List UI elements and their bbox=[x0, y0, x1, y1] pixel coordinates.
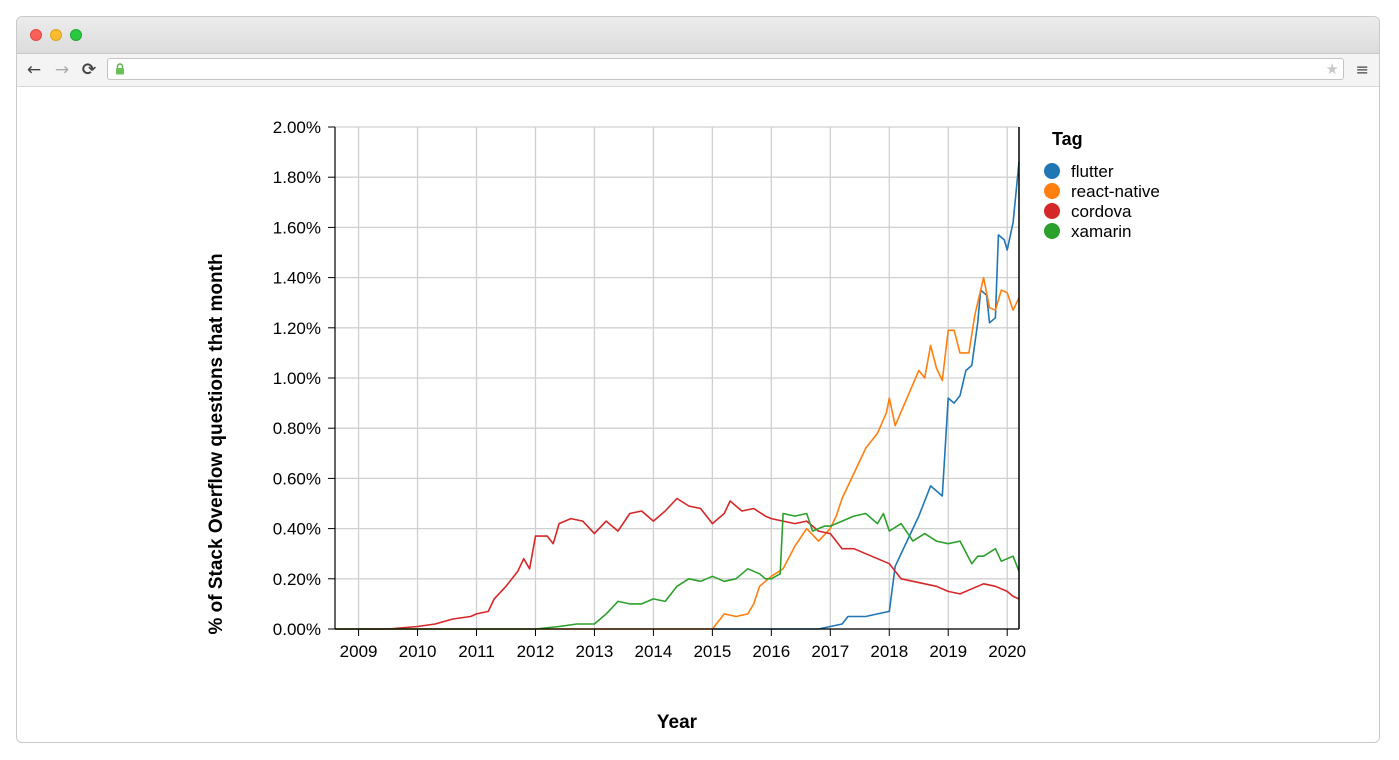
chart-axes: 2009 2010 2011 2012 2013 2014 2015 2016 2017 2018… bbox=[273, 118, 1026, 661]
chart-series bbox=[335, 162, 1020, 630]
x-tick-label: 2009 bbox=[340, 642, 378, 661]
x-tick-label: 2016 bbox=[752, 642, 790, 661]
x-tick-label: 2019 bbox=[929, 642, 967, 661]
y-axis-label: % of Stack Overflow questions that month bbox=[206, 253, 227, 634]
y-tick-label: 1.60% bbox=[273, 218, 321, 237]
series-line-xamarin bbox=[335, 512, 1020, 630]
x-tick-label: 2013 bbox=[576, 642, 614, 661]
y-tick-label: 0.60% bbox=[273, 469, 321, 488]
browser-toolbar: ← → ⟳ ★ ≡ bbox=[17, 54, 1379, 87]
y-tick-label: 0.00% bbox=[273, 620, 321, 639]
maximize-window-button[interactable] bbox=[70, 29, 82, 41]
series-line-cordova bbox=[335, 497, 1020, 630]
y-tick-label: 0.80% bbox=[273, 419, 321, 438]
x-tick-label: 2014 bbox=[634, 642, 672, 661]
menu-icon[interactable]: ≡ bbox=[1355, 60, 1369, 79]
legend-label-react-native: react-native bbox=[1071, 182, 1160, 201]
legend-label-cordova: cordova bbox=[1071, 202, 1132, 221]
y-tick-label: 1.20% bbox=[273, 319, 321, 338]
legend-swatch-flutter bbox=[1044, 163, 1060, 179]
x-tick-label: 2018 bbox=[870, 642, 908, 661]
bookmark-star-icon[interactable]: ★ bbox=[1325, 60, 1339, 78]
y-tick-label: 0.40% bbox=[273, 520, 321, 539]
minimize-window-button[interactable] bbox=[50, 29, 62, 41]
legend-swatch-cordova bbox=[1044, 203, 1060, 219]
legend-label-flutter: flutter bbox=[1071, 162, 1114, 181]
forward-arrow-icon[interactable]: → bbox=[54, 60, 70, 80]
x-axis-label: Year bbox=[657, 712, 698, 733]
series-line-react-native bbox=[358, 276, 1020, 630]
x-tick-label: 2020 bbox=[988, 642, 1026, 661]
y-tick-label: 1.80% bbox=[273, 168, 321, 187]
y-tick-label: 1.40% bbox=[273, 269, 321, 288]
y-tick-label: 0.20% bbox=[273, 570, 321, 589]
x-tick-label: 2011 bbox=[458, 642, 495, 661]
legend-swatch-xamarin bbox=[1044, 223, 1060, 239]
lock-icon bbox=[116, 63, 124, 75]
title-bar bbox=[17, 17, 1379, 54]
close-window-button[interactable] bbox=[30, 29, 42, 41]
x-tick-label: 2017 bbox=[811, 642, 849, 661]
legend-label-xamarin: xamarin bbox=[1071, 222, 1131, 241]
series-line-flutter bbox=[712, 162, 1020, 630]
y-tick-label: 1.00% bbox=[273, 369, 321, 388]
browser-window: ← → ⟳ ★ ≡ 2009 2010 2011 2012 2013 2014 2015 20… bbox=[16, 16, 1380, 743]
back-arrow-icon[interactable]: ← bbox=[26, 60, 42, 80]
page-content: 2009 2010 2011 2012 2013 2014 2015 2016 2017 2018… bbox=[17, 87, 1379, 742]
x-tick-label: 2012 bbox=[517, 642, 555, 661]
legend-swatch-react-native bbox=[1044, 183, 1060, 199]
legend-title: Tag bbox=[1052, 129, 1083, 149]
address-bar[interactable]: ★ bbox=[107, 58, 1344, 80]
line-chart: 2009 2010 2011 2012 2013 2014 2015 2016 2017 2018… bbox=[206, 118, 1160, 733]
x-tick-label: 2010 bbox=[399, 642, 437, 661]
reload-icon[interactable]: ⟳ bbox=[81, 60, 97, 80]
y-tick-label: 2.00% bbox=[273, 118, 321, 137]
x-tick-label: 2015 bbox=[693, 642, 731, 661]
